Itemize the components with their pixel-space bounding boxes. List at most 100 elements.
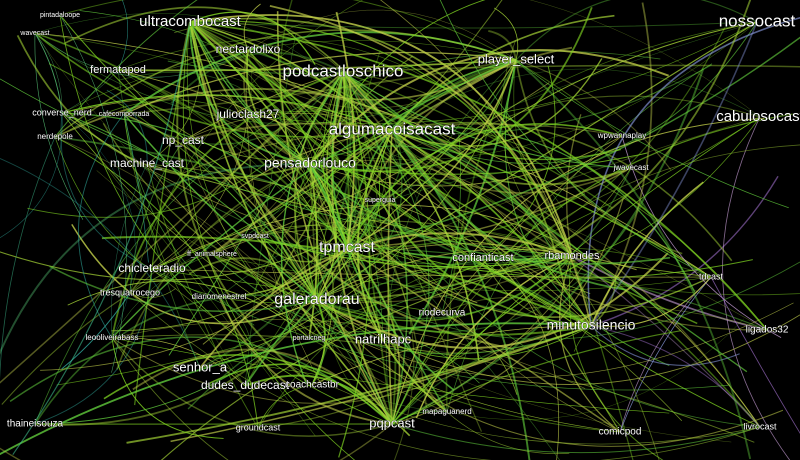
edge [621,135,782,338]
edge [126,325,592,444]
edge [111,337,246,387]
edge [129,0,364,294]
edge [211,98,332,255]
edge [111,337,229,460]
edge [391,129,712,278]
edge [309,0,486,165]
node-label: julioclash27 [216,107,280,121]
edge [146,163,794,378]
edge [34,32,84,220]
edge [189,11,316,65]
edge [211,253,592,336]
edge [391,64,712,135]
edge [123,113,255,326]
edge [129,292,761,460]
edge [379,199,761,428]
edge [257,247,712,429]
edge [111,59,517,339]
node-label: leooliveirabass [86,333,139,342]
node-label: pensadorlouco [264,155,356,171]
edge [247,49,393,131]
edge [590,21,758,327]
edge [391,129,627,291]
edge [391,121,733,262]
edge [415,255,573,419]
edge [129,21,758,294]
edge [391,423,761,454]
edge [149,107,393,425]
edge [247,49,573,257]
edge [188,257,318,301]
edge [590,2,653,327]
edge [0,136,56,380]
edge [335,11,356,249]
edge [316,255,573,303]
edge [316,167,632,320]
edge [40,247,348,371]
node-label: fermatapod [90,64,146,76]
edge [243,49,311,165]
edge [391,113,793,425]
edge [515,0,758,61]
edge [515,59,683,255]
edge [218,296,393,425]
edge [441,135,623,314]
node-label: pintadaloope [40,12,80,19]
edge [391,68,761,131]
edge [56,116,761,386]
edge [129,288,176,298]
edge [346,123,623,249]
edge [189,21,761,428]
edge [176,21,313,386]
edge [54,136,318,303]
node-label: chicleteradio [118,261,186,275]
edge [167,60,344,75]
edge [391,129,768,331]
edge [441,312,518,395]
edge [34,32,348,249]
edge [247,110,768,331]
edge [342,64,800,73]
node-label: converse_nerd [32,107,92,117]
edge [61,112,136,339]
edge [146,163,259,429]
edge [342,71,748,373]
edge [379,0,573,257]
edge [34,32,712,278]
edge [342,71,632,194]
node-label: portalcneg [293,335,326,342]
edge [0,163,311,355]
node-label: tpmcast [319,239,376,256]
edge [346,228,573,257]
edge [391,116,761,425]
node-label: jwavecast [612,163,649,172]
edge [111,319,586,389]
edge [309,163,415,460]
node-label: riodecurva [419,308,466,319]
edge [189,21,428,408]
edge [367,118,430,425]
edge [710,276,800,434]
edge [78,113,125,339]
node-label: np_cast [162,133,205,147]
edge [559,255,621,433]
edge [309,163,448,413]
edge [211,253,712,291]
edge [189,21,621,433]
edge [346,167,632,277]
node-label: natrilhapc [355,331,412,346]
edge [49,265,318,313]
node-label: minutosilencio [547,317,636,333]
edge [48,63,318,301]
edge [391,144,800,425]
edge [34,268,153,425]
edge [111,319,546,404]
edge [34,13,423,210]
edge [123,71,344,145]
edge [160,255,573,460]
edge [189,21,397,425]
edge [356,129,448,413]
edge [170,51,344,104]
edge [0,71,344,384]
